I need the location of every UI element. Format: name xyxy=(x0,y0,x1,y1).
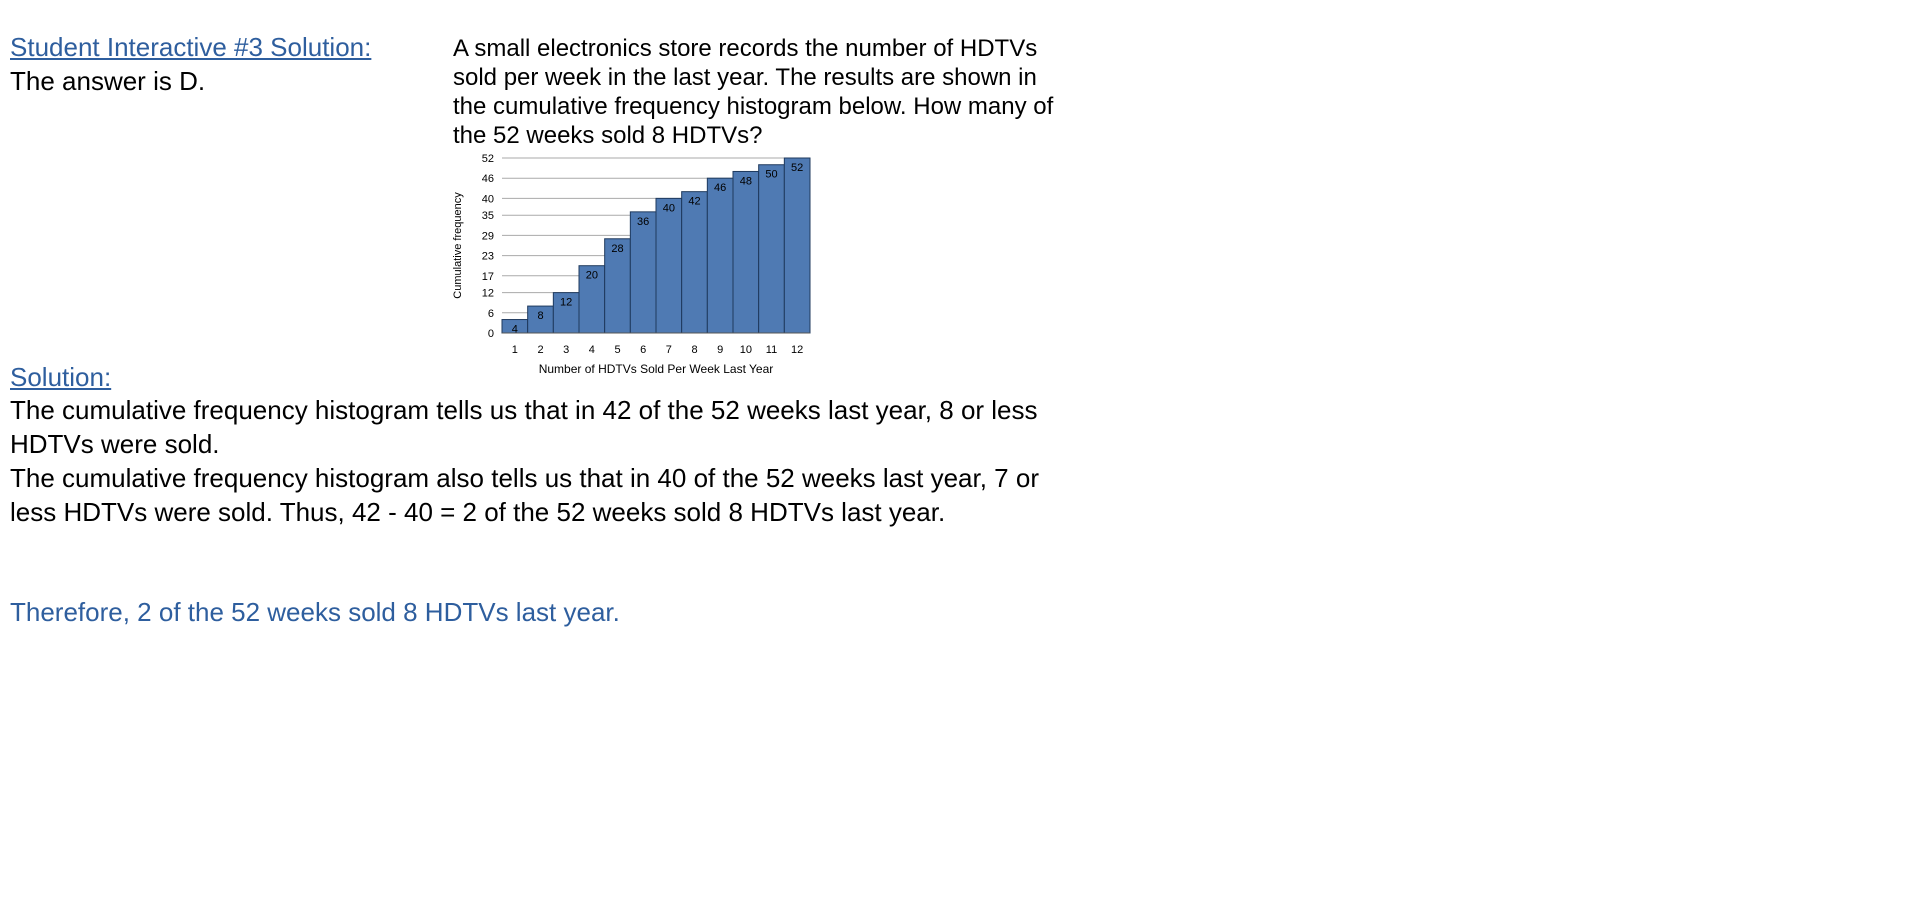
histogram-bar xyxy=(655,197,683,334)
y-tick-labels: 0 6 12 17 23 29 35 40 46 52 xyxy=(482,153,494,340)
bar-data-label: 52 xyxy=(791,162,803,174)
x-tick-label: 4 xyxy=(589,344,595,356)
bar-data-label: 12 xyxy=(560,297,572,309)
solution-paragraph-2: The cumulative frequency histogram also … xyxy=(10,463,1039,527)
bar-data-label: 50 xyxy=(765,169,777,181)
y-tick-label: 52 xyxy=(482,153,494,165)
y-tick-label: 35 xyxy=(482,210,494,222)
x-tick-label: 10 xyxy=(740,344,752,356)
histogram-bar xyxy=(706,177,734,334)
bar-data-label: 36 xyxy=(637,216,649,228)
bar-data-label: 46 xyxy=(714,182,726,194)
bar-data-label: 8 xyxy=(537,310,543,322)
bar-data-label: 4 xyxy=(512,324,518,336)
solution-body: The cumulative frequency histogram tells… xyxy=(10,393,1070,529)
y-axis-title: Cumulative frequency xyxy=(452,192,464,299)
histogram-bar xyxy=(732,170,760,334)
y-tick-label: 23 xyxy=(482,251,494,263)
bar-data-label: 28 xyxy=(611,243,623,255)
y-tick-label: 46 xyxy=(482,173,494,185)
bars xyxy=(501,157,811,334)
x-tick-label: 3 xyxy=(563,344,569,356)
conclusion-text: Therefore, 2 of the 52 weeks sold 8 HDTV… xyxy=(10,597,620,627)
y-tick-label: 12 xyxy=(482,288,494,300)
bar-data-label: 40 xyxy=(663,202,675,214)
answer-text: The answer is D. xyxy=(10,66,206,96)
x-tick-label: 1 xyxy=(512,344,518,356)
histogram-bar xyxy=(629,211,657,334)
x-axis-title: Number of HDTVs Sold Per Week Last Year xyxy=(539,362,774,376)
x-tick-label: 8 xyxy=(691,344,697,356)
y-tick-label: 6 xyxy=(488,308,494,320)
x-tick-label: 7 xyxy=(666,344,672,356)
solution-title-link[interactable]: Student Interactive #3 Solution: xyxy=(10,32,372,62)
solution-heading: Solution: xyxy=(10,362,112,392)
y-tick-label: 40 xyxy=(482,193,494,205)
histogram-bar xyxy=(758,164,785,334)
x-tick-label: 5 xyxy=(614,344,620,356)
x-tick-labels: 1 2 3 4 5 6 7 8 9 10 11 12 xyxy=(512,344,804,356)
solution-paragraph-1: The cumulative frequency histogram tells… xyxy=(10,395,1038,459)
x-tick-label: 9 xyxy=(717,344,723,356)
x-tick-label: 6 xyxy=(640,344,646,356)
question-text: A small electronics store records the nu… xyxy=(453,35,1054,149)
histogram-bar xyxy=(681,191,708,334)
cumulative-frequency-histogram: 0 6 12 17 23 29 35 40 46 52 1 2 3 4 5 6 7 8 9 10 11 12 4 8 12 2… xyxy=(445,148,825,378)
x-tick-label: 12 xyxy=(791,344,803,356)
y-tick-label: 29 xyxy=(482,230,494,242)
x-tick-label: 11 xyxy=(766,344,777,356)
bar-data-label: 48 xyxy=(740,175,752,187)
histogram-bar xyxy=(783,157,811,334)
y-tick-label: 17 xyxy=(482,271,494,283)
bar-data-label: 42 xyxy=(688,196,700,208)
bar-data-label: 20 xyxy=(586,270,598,282)
x-tick-label: 2 xyxy=(537,344,543,356)
y-tick-label: 0 xyxy=(488,328,494,340)
histogram-bar xyxy=(578,265,606,334)
